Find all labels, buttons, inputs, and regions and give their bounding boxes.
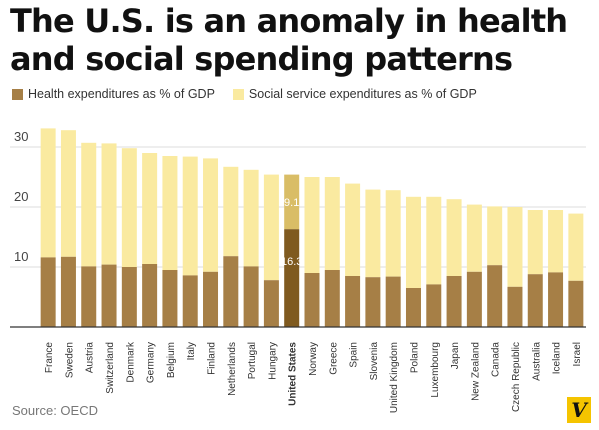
legend: Health expenditures as % of GDP Social s… <box>12 86 495 102</box>
x-tick-label: Austria <box>85 342 96 374</box>
x-tick-label: Switzerland <box>105 342 116 394</box>
bar-health <box>405 288 421 327</box>
bar-social <box>40 128 56 258</box>
bar-social <box>182 156 198 276</box>
x-tick-label: Israel <box>572 342 583 366</box>
y-tick-label: 10 <box>14 249 28 264</box>
bar-health <box>121 267 137 327</box>
x-tick-label: Czech Republic <box>511 342 522 412</box>
bar-health <box>304 273 320 327</box>
x-tick-label: Poland <box>409 342 420 373</box>
legend-item-social: Social service expenditures as % of GDP <box>232 87 477 101</box>
x-tick-label: Hungary <box>267 342 278 380</box>
bar-health <box>487 265 503 327</box>
bar-social <box>548 210 564 273</box>
bar-social <box>223 166 239 257</box>
bar-health <box>365 277 381 327</box>
bar-health <box>243 266 259 327</box>
chart-title: The U.S. is an anomaly in health and soc… <box>10 2 568 78</box>
legend-label-social: Social service expenditures as % of GDP <box>248 87 477 101</box>
bar-health <box>385 276 401 327</box>
x-tick-label: Greece <box>328 342 339 375</box>
bar-health <box>548 272 564 327</box>
x-tick-label: Australia <box>531 342 542 381</box>
vox-logo: V <box>567 397 591 423</box>
legend-label-health: Health expenditures as % of GDP <box>28 87 215 101</box>
bar-health <box>284 229 300 327</box>
bar-health <box>162 270 178 327</box>
bar-social <box>446 199 462 276</box>
x-tick-label: Canada <box>491 342 502 377</box>
bar-health <box>426 284 442 327</box>
x-tick-label: United Kingdom <box>389 342 400 413</box>
bar-health <box>60 256 76 327</box>
bar-health <box>466 271 482 327</box>
bar-social <box>101 143 117 265</box>
data-label: 9.1 <box>284 197 299 209</box>
bar-social <box>527 210 543 275</box>
bar-social <box>81 142 97 267</box>
data-label: 16.3 <box>281 256 302 268</box>
x-tick-label: Luxembourg <box>430 342 441 398</box>
bar-social <box>385 190 401 277</box>
bar-social <box>365 189 381 278</box>
bar-health <box>507 286 523 327</box>
bar-social <box>426 196 442 285</box>
x-tick-label: Sweden <box>64 342 75 378</box>
legend-item-health: Health expenditures as % of GDP <box>12 87 215 101</box>
bar-social <box>162 156 178 270</box>
bar-social <box>121 148 137 267</box>
x-tick-label: Denmark <box>125 341 136 383</box>
x-tick-label: Italy <box>186 342 197 360</box>
bar-social <box>405 196 421 288</box>
bar-social <box>345 183 361 276</box>
bar-health <box>101 264 117 327</box>
x-tick-label: Portugal <box>247 342 258 379</box>
bar-health <box>40 257 56 327</box>
x-tick-label: France <box>44 342 55 374</box>
x-tick-label: United States <box>288 342 299 406</box>
x-tick-label: Germany <box>146 342 157 383</box>
bar-health <box>142 264 158 327</box>
bar-health <box>203 271 219 327</box>
x-tick-label: Netherlands <box>227 342 238 396</box>
legend-swatch-social <box>232 88 244 100</box>
x-tick-label: Finland <box>207 342 218 375</box>
y-tick-label: 30 <box>14 129 28 144</box>
legend-swatch-health <box>12 88 23 100</box>
x-tick-label: Spain <box>349 342 360 368</box>
bar-health <box>81 266 97 327</box>
bar-health <box>263 280 279 327</box>
bar-social <box>487 206 503 266</box>
bar-social <box>507 207 523 287</box>
bar-social <box>203 158 219 272</box>
x-tick-label: Norway <box>308 342 319 376</box>
bar-social <box>60 130 76 257</box>
y-tick-label: 20 <box>14 189 28 204</box>
x-tick-label: Japan <box>450 342 461 369</box>
bar-social <box>284 174 300 230</box>
x-tick-label: Iceland <box>552 342 563 374</box>
bar-social <box>304 177 320 273</box>
bar-health <box>446 276 462 327</box>
bar-health <box>182 275 198 327</box>
bar-health <box>223 256 239 327</box>
bar-health <box>527 274 543 327</box>
source-note: Source: OECD <box>12 403 98 418</box>
bar-health <box>324 270 340 327</box>
bar-health <box>345 276 361 327</box>
bar-social <box>568 213 584 281</box>
bar-social <box>142 153 158 264</box>
x-tick-label: Slovenia <box>369 342 380 381</box>
x-tick-label: Belgium <box>166 342 177 378</box>
bar-social <box>324 177 340 270</box>
bar-social <box>263 174 279 281</box>
bar-social <box>466 204 482 272</box>
bar-social <box>243 169 259 267</box>
bar-health <box>568 280 584 327</box>
x-tick-label: New Zealand <box>470 342 481 401</box>
